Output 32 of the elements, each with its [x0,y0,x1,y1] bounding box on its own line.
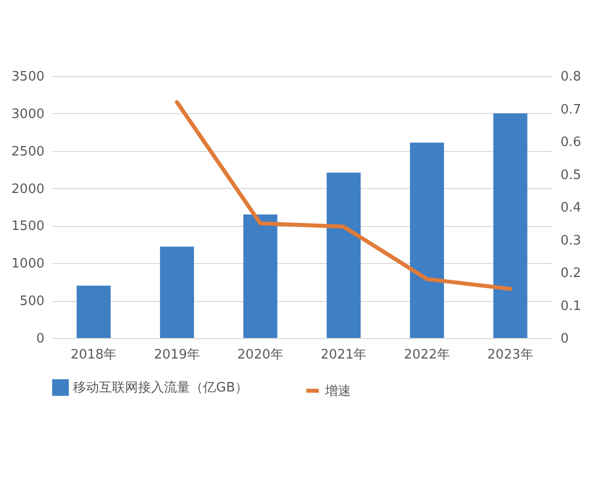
y-tick-label: 2000 [11,182,44,197]
legend-label: 移动互联网接入流量（亿GB） [73,380,248,396]
y2-tick-label: 0.3 [560,233,582,248]
y-tick-label: 1000 [11,256,44,272]
y-tick-label: 3000 [11,106,44,122]
bar [243,214,278,338]
bar [326,172,361,338]
y-tick-label: 0 [36,332,44,346]
y2-tick-label: 0 [560,332,569,346]
x-tick-label: 2021年 [320,348,367,362]
y-tick-label: 2500 [11,144,44,160]
x-tick-label: 2022年 [404,348,450,362]
x-tick-label: 2019年 [154,348,200,362]
legend-label: 增速 [324,384,351,399]
y2-tick-label: 0.7 [560,102,582,118]
y-tick-label: 3500 [11,70,44,84]
bar [410,142,444,338]
x-tick-label: 2018年 [70,348,117,362]
y-tick-label: 500 [20,294,44,310]
x-tick-label: 2020年 [237,348,284,362]
bar [76,286,111,338]
y2-tick-label: 0.6 [560,135,582,150]
y2-tick-label: 0.5 [560,168,582,183]
bar [160,246,194,338]
line-series [175,100,512,291]
y2-tick-label: 0.8 [560,70,582,84]
y-tick-label: 1500 [11,219,44,234]
y2-tick-label: 0.1 [560,298,582,314]
x-tick-label: 2023年 [487,348,534,362]
y2-tick-label: 0.2 [560,266,582,281]
y2-tick-label: 0.4 [560,200,582,216]
bar [493,113,528,338]
